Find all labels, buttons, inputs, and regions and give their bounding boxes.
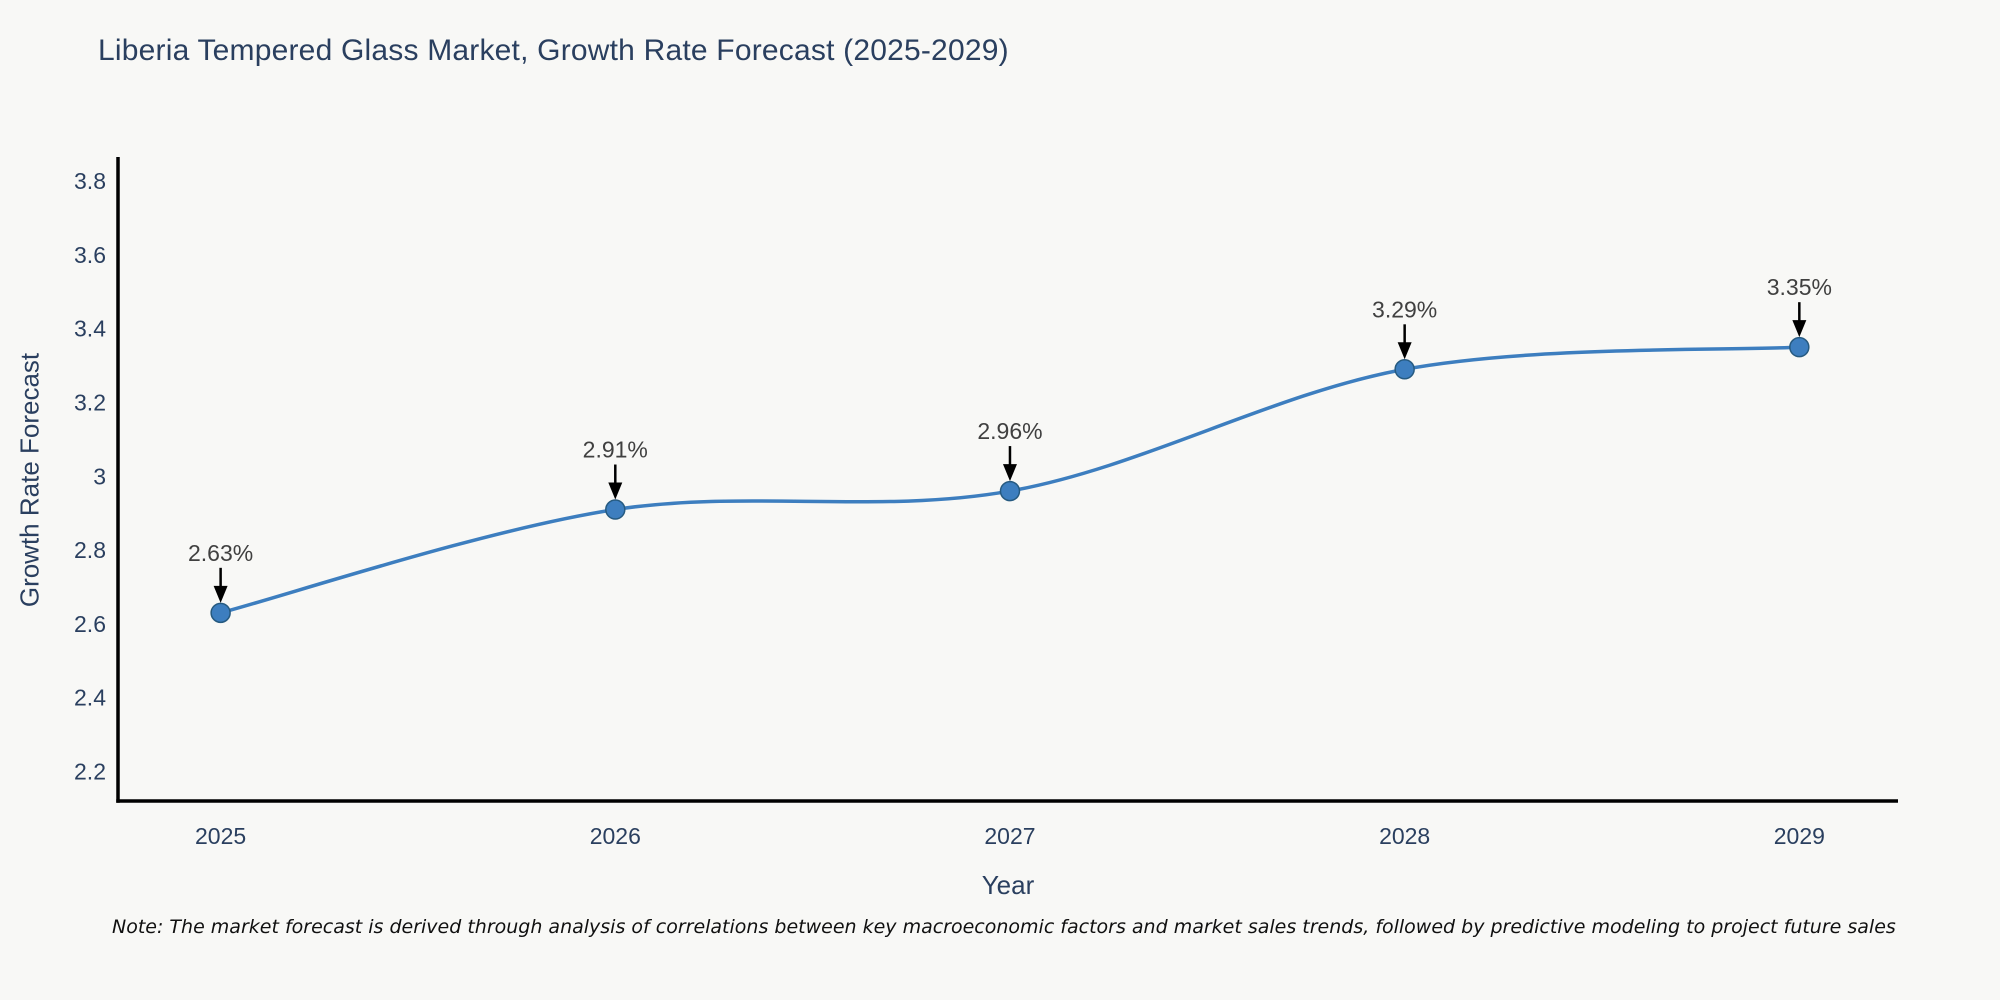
y-tick-label: 3.4 <box>74 316 106 342</box>
y-tick-label: 3.2 <box>74 390 106 416</box>
x-tick-label: 2029 <box>1774 823 1825 849</box>
annotation-arrowhead <box>1397 342 1412 360</box>
annotation-label: 2.91% <box>583 437 648 463</box>
y-axis-title: Growth Rate Forecast <box>14 352 45 608</box>
footnote: Note: The market forecast is derived thr… <box>112 916 1896 938</box>
annotation-arrowhead <box>608 482 623 500</box>
y-tick-label: 3.6 <box>74 242 106 268</box>
x-tick-label: 2027 <box>984 823 1035 849</box>
y-tick-label: 2.6 <box>74 611 106 637</box>
annotation-arrowhead <box>1792 320 1807 338</box>
annotation-arrowhead <box>1002 464 1017 482</box>
x-tick-label: 2028 <box>1379 823 1430 849</box>
annotation-arrowhead <box>213 585 228 603</box>
y-tick-label: 3.8 <box>74 168 106 194</box>
y-tick-label: 2.8 <box>74 537 106 563</box>
data-point-marker <box>1789 336 1810 358</box>
x-axis-title: Year <box>981 870 1035 900</box>
annotation-label: 3.35% <box>1767 274 1832 300</box>
data-point-marker <box>1394 359 1415 380</box>
y-tick-label: 2.2 <box>74 758 106 784</box>
data-point-marker <box>999 480 1021 502</box>
x-tick-label: 2025 <box>195 823 246 849</box>
annotation-label: 3.29% <box>1372 296 1437 322</box>
data-point-marker <box>210 602 231 624</box>
data-point-marker <box>605 499 626 520</box>
y-tick-label: 3 <box>93 463 106 489</box>
chart-title: Liberia Tempered Glass Market, Growth Ra… <box>98 34 1009 67</box>
y-tick-label: 2.4 <box>74 685 106 711</box>
annotation-label: 2.96% <box>977 418 1042 444</box>
x-tick-label: 2026 <box>590 823 641 849</box>
annotation-label: 2.63% <box>188 540 253 566</box>
